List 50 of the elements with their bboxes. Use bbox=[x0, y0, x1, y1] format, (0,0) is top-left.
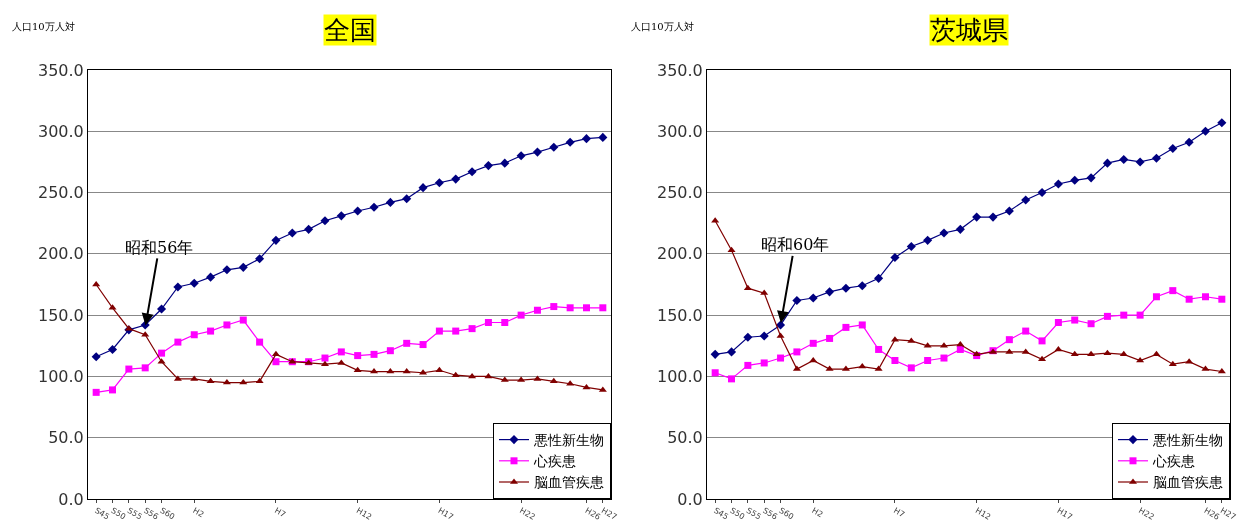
legend-label: 心疾患 bbox=[1152, 453, 1195, 470]
x-tick-label: H17 bbox=[1055, 506, 1074, 522]
legend-label: 脳血管疾患 bbox=[1153, 474, 1223, 491]
chart-title: 茨城県 bbox=[930, 15, 1008, 45]
x-tick-label: H2 bbox=[810, 506, 825, 520]
legend-label: 悪性新生物 bbox=[1152, 432, 1223, 449]
x-tick-label: H27 bbox=[599, 506, 619, 522]
x-tick-label: S55 bbox=[125, 506, 144, 522]
y-tick-label: 300.0 bbox=[656, 121, 703, 141]
x-tick-label: H27 bbox=[1218, 506, 1238, 522]
x-tick-label: S56 bbox=[142, 506, 160, 522]
x-tick-label: H17 bbox=[436, 506, 455, 522]
x-tick-label: S56 bbox=[761, 506, 779, 522]
x-tick-label: H7 bbox=[272, 506, 288, 520]
y-tick-label: 250.0 bbox=[37, 183, 84, 203]
x-tick-label: S60 bbox=[158, 506, 177, 522]
y-tick-label: 350.0 bbox=[37, 60, 84, 80]
x-tick-label: S50 bbox=[109, 506, 128, 522]
x-tick-label: S55 bbox=[744, 506, 763, 522]
x-tick-label: S45 bbox=[93, 506, 111, 522]
x-tick-label: S60 bbox=[777, 506, 796, 522]
x-tick-label: H12 bbox=[354, 506, 374, 522]
legend-label: 心疾患 bbox=[533, 453, 576, 470]
y-axis-title: 人口10万人対 bbox=[631, 21, 694, 32]
y-tick-label: 200.0 bbox=[656, 244, 703, 264]
y-tick-label: 350.0 bbox=[656, 60, 703, 80]
y-tick-label: 100.0 bbox=[656, 367, 703, 387]
y-tick-label: 50.0 bbox=[48, 428, 84, 448]
chart-title: 全国 bbox=[324, 15, 376, 45]
y-tick-label: 50.0 bbox=[667, 428, 703, 448]
y-tick-label: 0.0 bbox=[58, 489, 84, 509]
x-tick-label: H2 bbox=[191, 506, 206, 520]
y-tick-label: 0.0 bbox=[677, 489, 703, 509]
x-tick-label: S45 bbox=[712, 506, 730, 522]
y-tick-label: 200.0 bbox=[37, 244, 84, 264]
y-axis-title: 人口10万人対 bbox=[12, 21, 75, 32]
annotation: 昭和56年 bbox=[125, 238, 194, 257]
x-tick-label: H7 bbox=[891, 506, 907, 520]
y-tick-label: 150.0 bbox=[37, 305, 84, 325]
legend-label: 悪性新生物 bbox=[533, 432, 604, 449]
x-tick-label: H22 bbox=[1137, 506, 1156, 522]
annotation: 昭和60年 bbox=[761, 235, 830, 254]
y-tick-label: 100.0 bbox=[37, 367, 84, 387]
x-tick-label: H12 bbox=[973, 506, 993, 522]
x-tick-label: S50 bbox=[728, 506, 747, 522]
legend-label: 脳血管疾患 bbox=[534, 474, 604, 491]
y-tick-label: 300.0 bbox=[37, 121, 84, 141]
y-tick-label: 150.0 bbox=[656, 305, 703, 325]
x-tick-label: H22 bbox=[518, 506, 537, 522]
y-tick-label: 250.0 bbox=[656, 183, 703, 203]
